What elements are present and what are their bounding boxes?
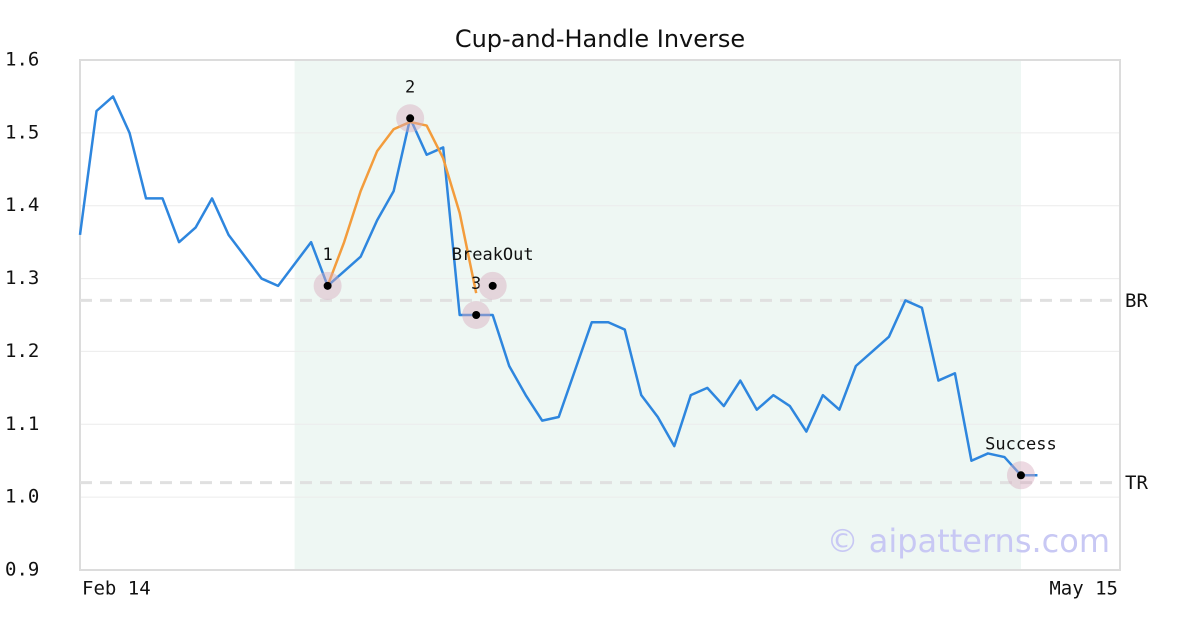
plot-border <box>79 59 1121 571</box>
y-tick-label: 1.4 <box>5 194 39 216</box>
level-label: BR <box>1125 290 1148 312</box>
line-series <box>78 95 1038 477</box>
pattern-point-label: 3 <box>471 274 481 294</box>
y-tick-label: 1.3 <box>5 267 39 289</box>
pattern-point-label: BreakOut <box>452 245 534 265</box>
pattern-point <box>472 311 481 319</box>
pattern-point <box>488 281 497 290</box>
line-series <box>326 120 478 294</box>
highlight-region <box>294 60 1021 570</box>
y-tick-label: 1.1 <box>5 413 39 435</box>
x-tick-label: May 15 <box>1049 578 1118 600</box>
level-label: TR <box>1125 472 1148 494</box>
pattern-point-label: 2 <box>405 77 415 97</box>
y-tick-label: 1.0 <box>5 486 39 508</box>
y-tick-label: 1.5 <box>5 121 39 143</box>
y-tick-label: 1.6 <box>5 49 39 71</box>
pattern-point <box>323 281 332 290</box>
watermark: © aipatterns.com <box>827 522 1110 560</box>
x-tick-label: Feb 14 <box>82 578 151 600</box>
pattern-point <box>406 114 415 123</box>
y-tick-label: 0.9 <box>5 559 39 581</box>
pattern-point-label: Success <box>985 434 1057 454</box>
pattern-point <box>1016 471 1025 480</box>
chart-title: Cup-and-Handle Inverse <box>455 25 745 53</box>
y-tick-label: 1.2 <box>5 340 39 362</box>
pattern-point-label: 1 <box>322 245 332 265</box>
